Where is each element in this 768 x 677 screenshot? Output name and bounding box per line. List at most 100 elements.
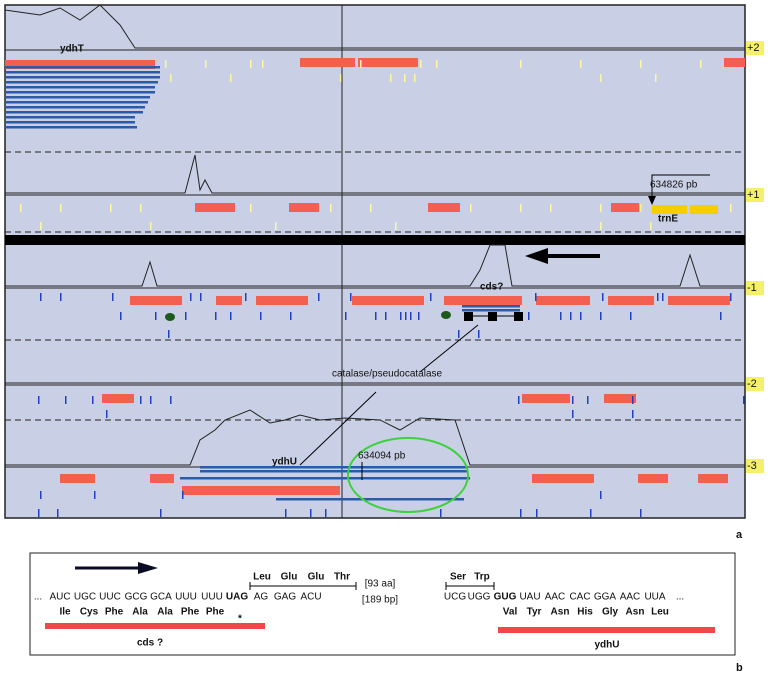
frame-badge — [746, 281, 764, 295]
tick — [57, 509, 59, 517]
gene-label: trnE — [658, 214, 678, 225]
tick — [38, 509, 40, 517]
amino-acid: Asn — [626, 607, 645, 618]
hit-bar — [5, 86, 155, 89]
cds-bar — [45, 623, 265, 629]
amino-acid: Trp — [474, 572, 490, 583]
tick — [570, 312, 572, 320]
tick — [700, 60, 702, 68]
amino-acid: Val — [503, 607, 518, 618]
panel-label: a — [736, 529, 743, 541]
tick — [200, 293, 202, 301]
tick — [120, 312, 122, 320]
codon: ACU — [300, 592, 321, 603]
amino-acid: Ser — [450, 572, 466, 583]
tick — [590, 509, 592, 517]
orf-bar — [300, 58, 355, 67]
tick — [170, 396, 172, 404]
tick — [150, 396, 152, 404]
tick — [106, 410, 108, 418]
tick — [528, 312, 530, 320]
tick — [580, 312, 582, 320]
hit-bar — [5, 81, 158, 84]
tick — [720, 312, 722, 320]
tick — [410, 312, 412, 320]
tick — [520, 60, 522, 68]
orf-bar — [668, 296, 730, 305]
tick — [185, 312, 187, 320]
amino-acid: Glu — [308, 572, 325, 583]
frame-label: +1 — [747, 189, 760, 201]
tick — [190, 293, 192, 301]
tick — [250, 204, 252, 212]
tick — [385, 312, 387, 320]
hit-bar — [5, 76, 160, 79]
tick — [436, 60, 438, 68]
frame-label: -1 — [747, 282, 757, 294]
tick — [657, 293, 659, 301]
hit-bar — [200, 466, 468, 469]
genome-strand — [5, 235, 745, 245]
tick — [150, 222, 152, 230]
tick — [285, 509, 287, 517]
codon: GGA — [594, 592, 617, 603]
tick — [535, 293, 537, 301]
orf-bar — [638, 474, 668, 483]
tick — [60, 293, 62, 301]
amino-acid: Tyr — [527, 607, 542, 618]
tick — [520, 509, 522, 517]
codon: GCA — [150, 592, 172, 603]
codon: AAC — [620, 592, 641, 603]
tick — [360, 60, 362, 68]
hit-bar — [462, 309, 520, 312]
gene-label: ydhU — [272, 457, 297, 468]
tick — [414, 74, 416, 82]
codon: UGG — [468, 592, 491, 603]
tick — [395, 222, 397, 230]
frame-label: -3 — [747, 460, 757, 472]
similarity-hits — [5, 66, 520, 501]
tick — [160, 509, 162, 517]
tick — [40, 222, 42, 230]
coding-curves — [4, 4, 745, 466]
tick — [650, 222, 652, 230]
codon: GAG — [274, 592, 296, 603]
tick — [310, 509, 312, 517]
amino-acid: Asn — [551, 607, 570, 618]
tick — [640, 60, 642, 68]
pointer-lines — [299, 324, 479, 480]
tick — [600, 74, 602, 82]
orf-bar — [60, 474, 95, 483]
codon: GUG — [494, 592, 517, 603]
hit-bar — [5, 101, 148, 104]
orf-bar — [444, 296, 522, 305]
position-label: 634826 pb — [650, 180, 698, 191]
orf-bar — [216, 296, 242, 305]
tick — [112, 293, 114, 301]
gap-label: [93 aa] — [365, 579, 396, 590]
tick — [390, 74, 392, 82]
amino-acid: Cys — [80, 607, 99, 618]
amino-acid: * — [238, 614, 242, 625]
tick — [168, 330, 170, 338]
amino-acid: Phe — [181, 607, 200, 618]
tick — [600, 312, 602, 320]
gap-label: [189 bp] — [362, 595, 398, 606]
tick — [140, 204, 142, 212]
tick — [318, 293, 320, 301]
tick — [587, 396, 589, 404]
frame-badge — [746, 459, 764, 473]
tick — [518, 396, 520, 404]
tick — [470, 204, 472, 212]
orf-bar — [352, 296, 424, 305]
amino-acid: Ile — [59, 607, 71, 618]
tick — [290, 312, 292, 320]
tick — [65, 396, 67, 404]
tick — [520, 204, 522, 212]
tick — [370, 204, 372, 212]
codon: UUU — [201, 592, 223, 603]
tick — [404, 74, 406, 82]
hit-bar — [5, 66, 160, 69]
codon: ... — [676, 592, 684, 603]
